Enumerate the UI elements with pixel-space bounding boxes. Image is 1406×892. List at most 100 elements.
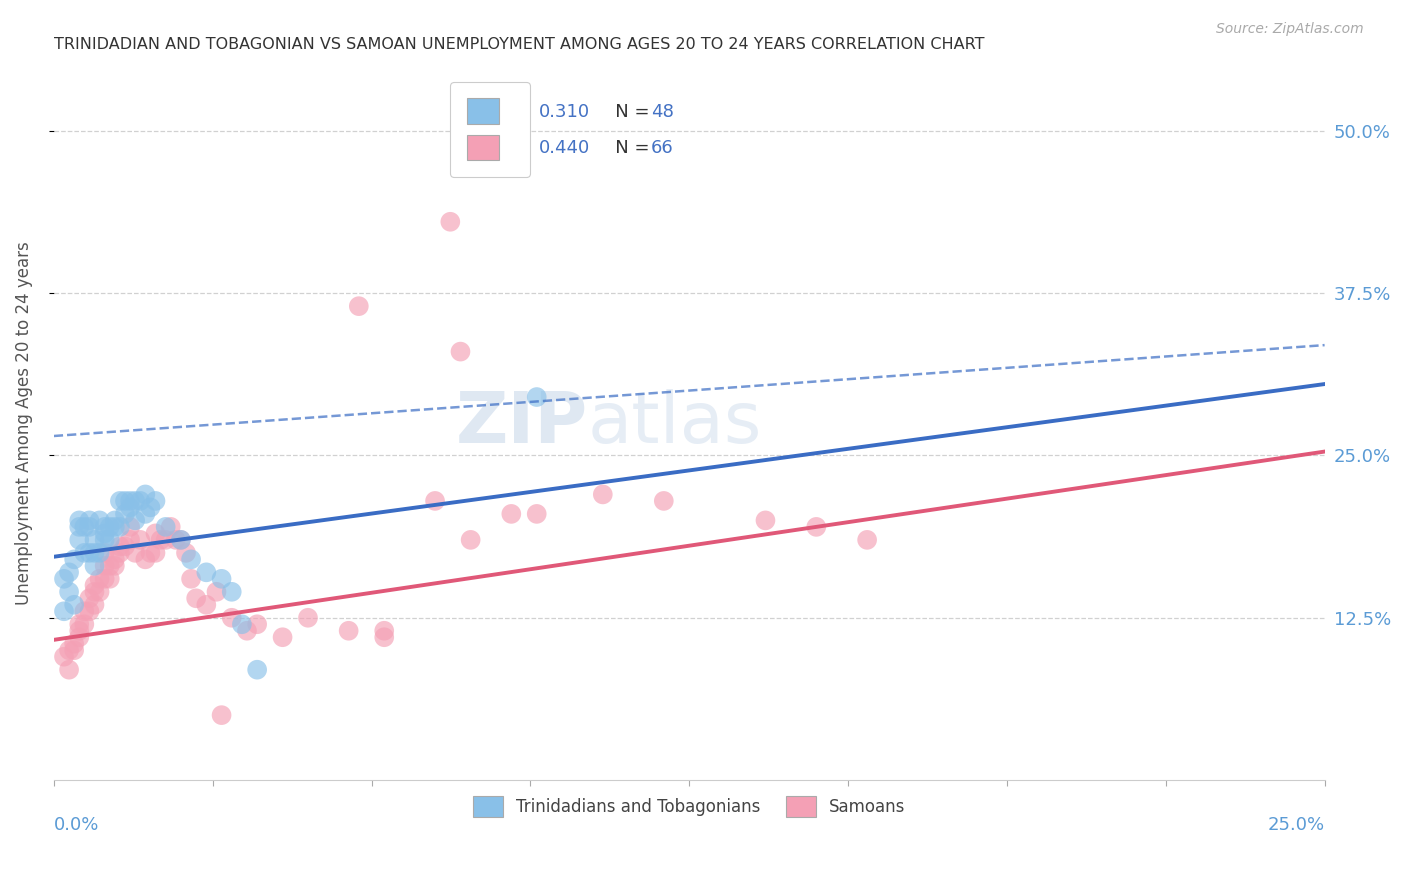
Point	[83, 578, 105, 592]
Y-axis label: Unemployment Among Ages 20 to 24 years: Unemployment Among Ages 20 to 24 years	[15, 241, 32, 605]
Point	[63, 598, 86, 612]
Point	[63, 552, 86, 566]
Point	[93, 526, 115, 541]
Point	[134, 552, 156, 566]
Point	[180, 552, 202, 566]
Point	[754, 513, 776, 527]
Point	[129, 494, 152, 508]
Point	[120, 500, 142, 515]
Point	[145, 546, 167, 560]
Point	[145, 526, 167, 541]
Point	[347, 299, 370, 313]
Point	[501, 507, 523, 521]
Point	[195, 598, 218, 612]
Point	[246, 617, 269, 632]
Point	[134, 487, 156, 501]
Point	[67, 520, 90, 534]
Point	[139, 500, 162, 515]
Point	[108, 540, 131, 554]
Point	[271, 630, 294, 644]
Point	[98, 520, 121, 534]
Point	[93, 520, 115, 534]
Point	[89, 572, 111, 586]
Point	[58, 584, 80, 599]
Point	[98, 533, 121, 547]
Text: atlas: atlas	[588, 389, 762, 458]
Point	[104, 513, 127, 527]
Text: ZIP: ZIP	[456, 389, 588, 458]
Point	[129, 533, 152, 547]
Point	[79, 520, 101, 534]
Point	[231, 617, 253, 632]
Point	[439, 215, 461, 229]
Point	[450, 344, 472, 359]
Point	[89, 584, 111, 599]
Point	[205, 584, 228, 599]
Text: 66: 66	[651, 139, 673, 157]
Point	[236, 624, 259, 638]
Point	[93, 546, 115, 560]
Legend: Trinidadians and Tobagonians, Samoans: Trinidadians and Tobagonians, Samoans	[464, 788, 914, 825]
Point	[58, 566, 80, 580]
Point	[246, 663, 269, 677]
Point	[221, 584, 243, 599]
Text: Source: ZipAtlas.com: Source: ZipAtlas.com	[1216, 22, 1364, 37]
Point	[79, 513, 101, 527]
Point	[98, 572, 121, 586]
Point	[108, 494, 131, 508]
Point	[58, 663, 80, 677]
Point	[58, 643, 80, 657]
Point	[211, 708, 233, 723]
Point	[856, 533, 879, 547]
Point	[337, 624, 360, 638]
Point	[67, 617, 90, 632]
Point	[195, 566, 218, 580]
Point	[79, 546, 101, 560]
Point	[63, 637, 86, 651]
Point	[53, 649, 76, 664]
Point	[165, 533, 187, 547]
Point	[93, 533, 115, 547]
Point	[120, 533, 142, 547]
Point	[89, 513, 111, 527]
Point	[170, 533, 193, 547]
Point	[79, 591, 101, 606]
Point	[108, 546, 131, 560]
Point	[170, 533, 193, 547]
Point	[104, 520, 127, 534]
Point	[145, 494, 167, 508]
Text: 0.440: 0.440	[540, 139, 591, 157]
Point	[83, 546, 105, 560]
Point	[93, 572, 115, 586]
Point	[114, 507, 136, 521]
Point	[186, 591, 208, 606]
Point	[53, 572, 76, 586]
Point	[93, 558, 115, 573]
Point	[592, 487, 614, 501]
Point	[155, 533, 177, 547]
Text: TRINIDADIAN AND TOBAGONIAN VS SAMOAN UNEMPLOYMENT AMONG AGES 20 TO 24 YEARS CORR: TRINIDADIAN AND TOBAGONIAN VS SAMOAN UNE…	[53, 37, 984, 53]
Point	[159, 520, 181, 534]
Point	[67, 630, 90, 644]
Point	[423, 494, 446, 508]
Point	[526, 390, 548, 404]
Point	[83, 598, 105, 612]
Point	[73, 520, 96, 534]
Point	[180, 572, 202, 586]
Point	[73, 604, 96, 618]
Point	[67, 533, 90, 547]
Text: 25.0%: 25.0%	[1267, 816, 1324, 834]
Text: N =: N =	[598, 139, 655, 157]
Text: 48: 48	[651, 103, 673, 121]
Point	[124, 513, 146, 527]
Point	[120, 494, 142, 508]
Point	[114, 540, 136, 554]
Point	[108, 520, 131, 534]
Point	[373, 630, 395, 644]
Point	[63, 643, 86, 657]
Point	[53, 604, 76, 618]
Point	[211, 572, 233, 586]
Point	[149, 533, 172, 547]
Point	[89, 546, 111, 560]
Point	[83, 533, 105, 547]
